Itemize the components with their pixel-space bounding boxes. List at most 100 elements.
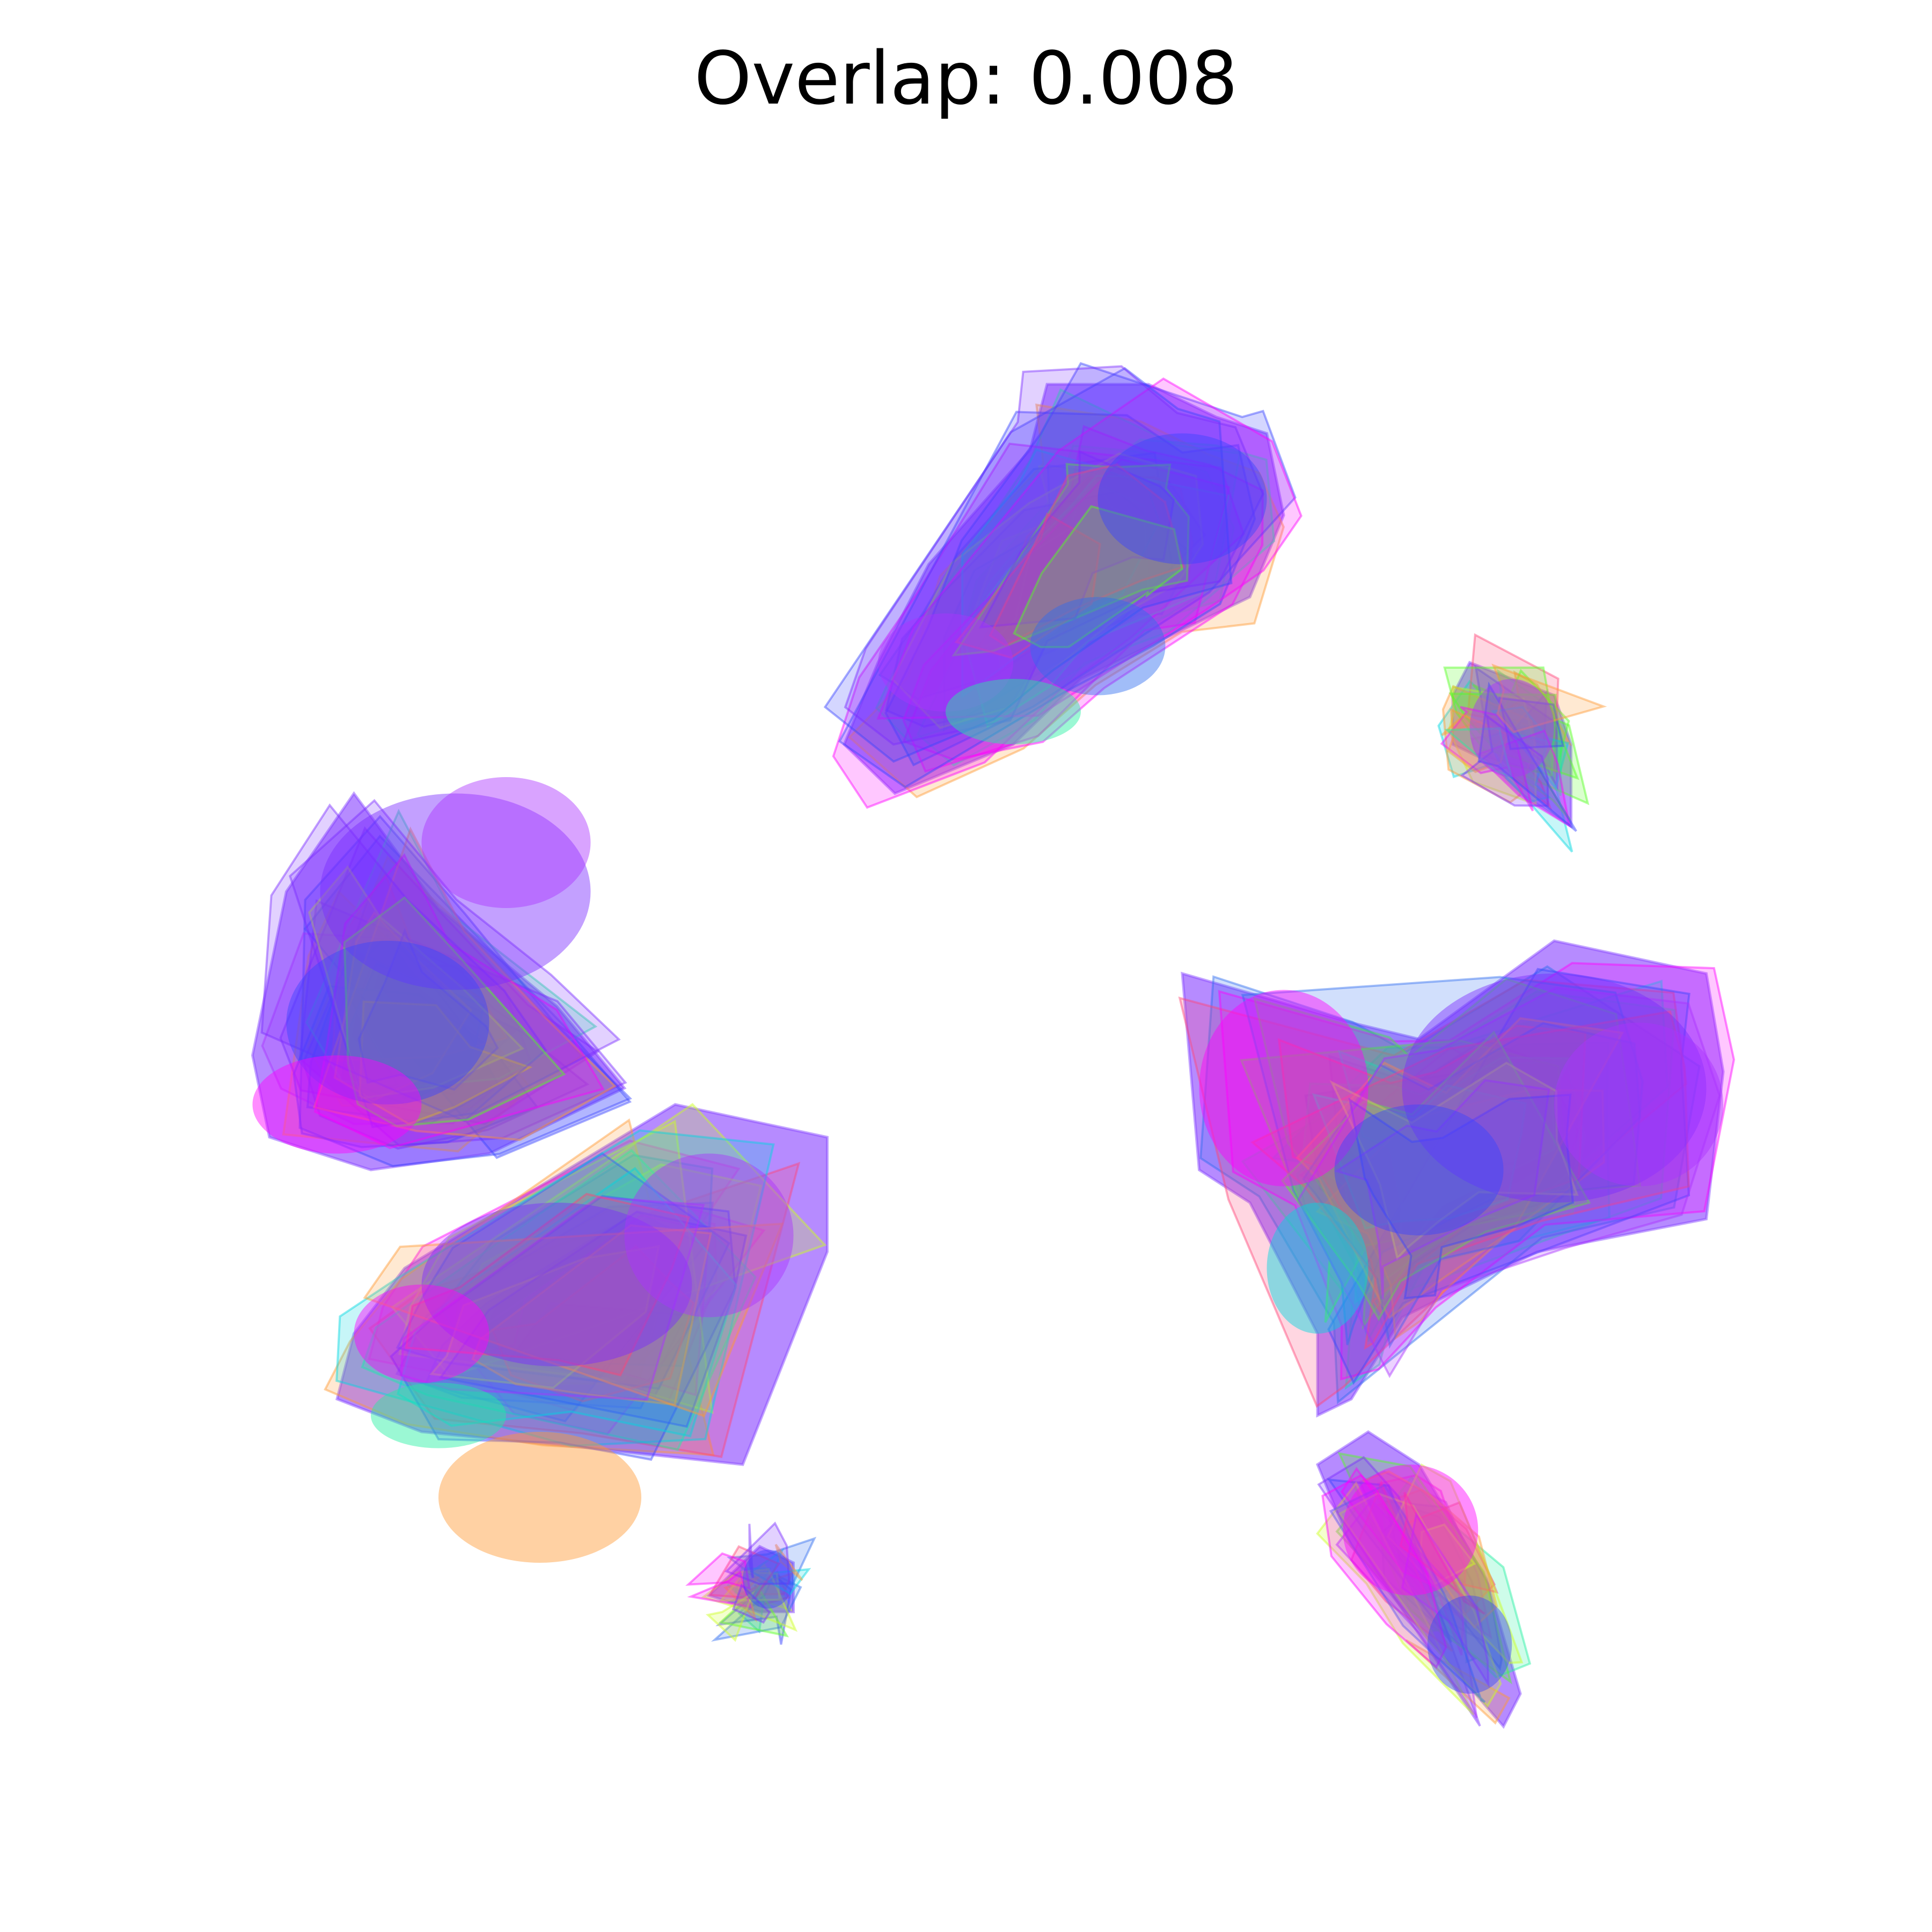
cluster-7-overlap-polygon [1350, 1480, 1453, 1652]
cluster-6-blob-4 [1334, 1104, 1504, 1235]
cluster-hull-4 [843, 383, 1285, 795]
cluster-7-overlap-polygon [1380, 1513, 1477, 1664]
cluster-5-overlap-polygon [1448, 692, 1557, 777]
cluster-3-overlap-polygon [745, 1570, 791, 1606]
cluster-1-overlap-polygon [292, 985, 539, 1148]
cluster-2-overlap-polygon [363, 1223, 784, 1418]
cluster-4-overlap-polygon [832, 442, 1245, 809]
cluster-6-overlap-polygon [1280, 1030, 1591, 1321]
cluster-2-blob-4 [371, 1382, 506, 1448]
cluster-1-overlap-polygon [359, 964, 522, 1073]
cluster-1-overlap-polygon [306, 897, 500, 1125]
cluster-2-overlap-polygon [405, 1192, 691, 1377]
cluster-4-overlap-polygon [878, 451, 1175, 700]
cluster-1-overlap-polygon [312, 826, 617, 1141]
cluster-1-overlap-polygon [331, 872, 508, 1062]
cluster-5-overlap-polygon [1493, 670, 1572, 747]
cluster-6-overlap-polygon [1199, 965, 1701, 1404]
cluster-1-overlap-polygon [333, 911, 473, 1102]
cluster-3-overlap-polygon [774, 1543, 803, 1581]
cluster-5-overlap-polygon [1437, 679, 1574, 853]
cluster-7-blob-2 [1427, 1596, 1512, 1694]
cluster-6-overlap-polygon [1296, 1042, 1611, 1342]
cluster-1-overlap-polygon [261, 932, 531, 1125]
cluster-4-blob-1 [1097, 433, 1267, 565]
cluster-6-overlap-polygon [1241, 990, 1677, 1390]
cluster-6-overlap-polygon [1302, 1022, 1642, 1349]
cluster-1-overlap-polygon [324, 933, 516, 1100]
cluster-6-blob-3 [1554, 1022, 1723, 1187]
cluster-3-overlap-polygon [723, 1575, 763, 1623]
cluster-3-overlap-polygon [715, 1575, 793, 1645]
cluster-1-overlap-polygon [298, 815, 632, 1167]
cluster-6-overlap-polygon [1337, 1050, 1572, 1249]
cluster-7-overlap-polygon [1399, 1491, 1485, 1615]
cluster-2-overlap-polygon [455, 1200, 766, 1436]
cluster-2-overlap-polygon [491, 1245, 695, 1403]
cluster-6-overlap-polygon [1348, 1093, 1575, 1300]
cluster-2-overlap-polygon [455, 1163, 763, 1385]
cluster-6-blob-2 [1199, 990, 1368, 1187]
cluster-2-overlap-polygon [506, 1302, 697, 1397]
cluster-3-overlap-polygon [749, 1547, 811, 1596]
cluster-4-overlap-polygon [891, 452, 1204, 729]
cluster-4-overlap-polygon [978, 450, 1175, 629]
cluster-4-overlap-polygon [844, 365, 1264, 746]
cluster-2-overlap-polygon [400, 1196, 705, 1401]
cluster-7-overlap-polygon [1382, 1475, 1532, 1679]
cluster-6-overlap-polygon [1277, 1024, 1587, 1314]
cluster-7-overlap-polygon [1377, 1474, 1467, 1656]
cluster-6-overlap-polygon [1328, 1038, 1586, 1257]
cluster-3-overlap-polygon [705, 1590, 755, 1642]
cluster-4-overlap-polygon [916, 438, 1276, 767]
cluster-5-overlap-polygon [1501, 668, 1570, 784]
cluster-3-overlap-polygon [718, 1584, 789, 1637]
cluster-2-overlap-polygon [324, 1118, 715, 1457]
cluster-2-overlap-polygon [368, 1139, 741, 1413]
cluster-1-overlap-polygon [351, 953, 503, 1096]
cluster-3-overlap-polygon [687, 1570, 752, 1608]
cluster-1-overlap-polygon [298, 899, 627, 1147]
cluster-2-overlap-polygon [440, 1154, 714, 1367]
cluster-7-overlap-polygon [1317, 1456, 1481, 1727]
cluster-7-overlap-polygon [1335, 1504, 1447, 1633]
cluster-2-overlap-polygon [395, 1201, 714, 1410]
cluster-4-blob-4 [946, 679, 1081, 744]
cluster-2-overlap-polygon [397, 1167, 738, 1438]
cluster-6-overlap-polygon [1327, 968, 1690, 1385]
cluster-1-overlap-polygon [306, 855, 583, 1108]
cluster-2-overlap-polygon [438, 1210, 748, 1428]
cluster-hull-1 [251, 791, 627, 1172]
cluster-5-overlap-polygon [1441, 707, 1531, 748]
cluster-3-overlap-polygon [753, 1563, 793, 1612]
cluster-4-overlap-polygon [943, 464, 1195, 732]
cluster-2-overlap-polygon [389, 1195, 737, 1461]
cluster-4-overlap-polygon [1012, 505, 1184, 648]
cluster-1-blob-2 [286, 941, 489, 1104]
cluster-3-overlap-polygon [727, 1584, 766, 1606]
cluster-3-overlap-polygon [738, 1572, 794, 1596]
cluster-5-overlap-polygon [1470, 725, 1545, 775]
cluster-2-blob-1 [421, 1203, 692, 1366]
cluster-6-overlap-polygon [1334, 1079, 1550, 1300]
cluster-6-overlap-polygon [1250, 1010, 1690, 1350]
cluster-6-overlap-polygon [1241, 976, 1644, 1345]
cluster-5-overlap-polygon [1506, 689, 1548, 747]
cluster-7-blob-1 [1343, 1465, 1479, 1596]
cluster-2-overlap-polygon [390, 1103, 827, 1378]
cluster-3-blob-1 [743, 1549, 794, 1609]
cluster-7-overlap-polygon [1430, 1550, 1466, 1599]
cluster-1-blob-4 [421, 777, 591, 908]
cluster-3-overlap-polygon [708, 1545, 781, 1600]
cluster-6-overlap-polygon [1178, 979, 1688, 1408]
cluster-7-overlap-polygon [1335, 1498, 1478, 1718]
cluster-2-overlap-polygon [335, 1129, 775, 1447]
cluster-4-overlap-polygon [902, 458, 1231, 773]
cluster-3-overlap-polygon [748, 1524, 754, 1578]
cluster-4-overlap-polygon [823, 367, 1233, 763]
cluster-6-overlap-polygon [1304, 1066, 1579, 1311]
cluster-3-overlap-polygon [731, 1583, 771, 1624]
cluster-4-overlap-polygon [965, 465, 1159, 650]
cluster-5-overlap-polygon [1474, 729, 1571, 828]
